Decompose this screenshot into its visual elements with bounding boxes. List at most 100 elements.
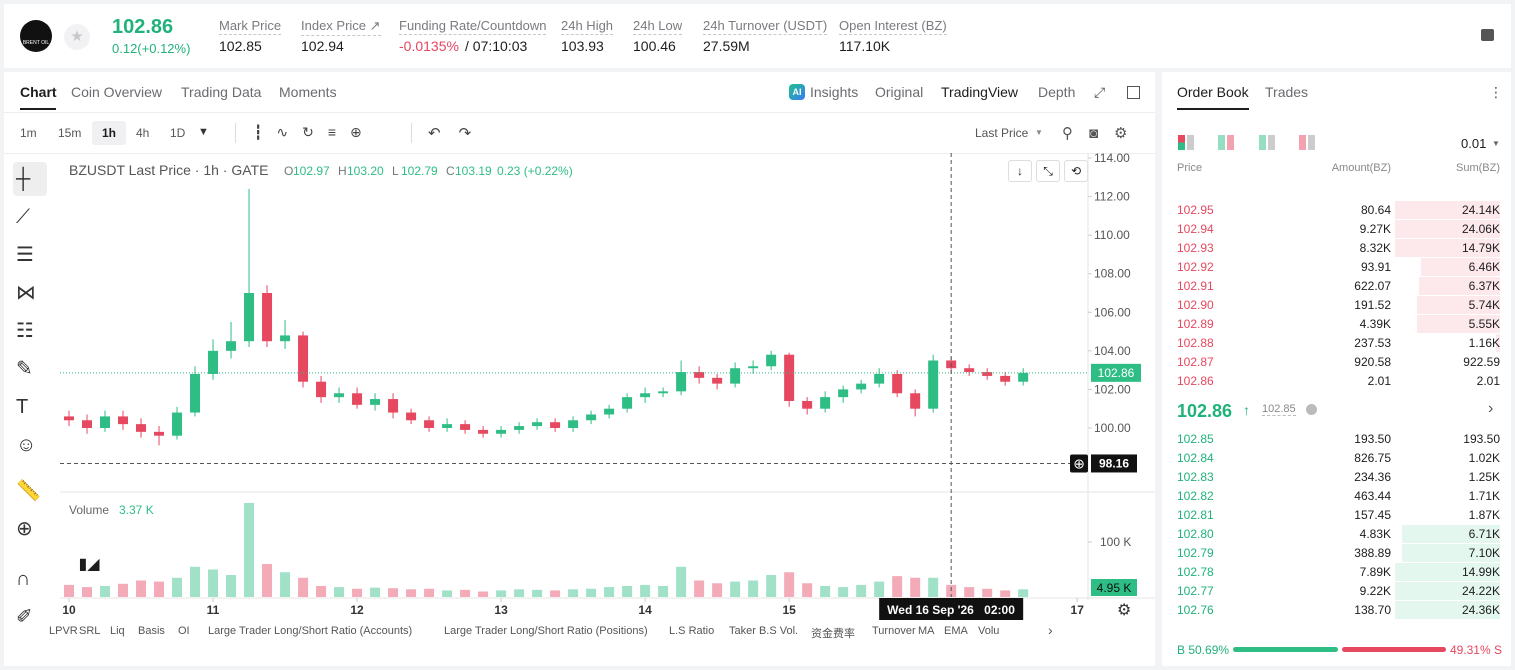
indicator[interactable]: OI: [178, 625, 190, 637]
book-row: 102.77 9.22K 24.22K: [1168, 582, 1508, 600]
stat-label: Mark Price: [219, 18, 282, 35]
volume-bar: [802, 583, 813, 597]
indicator[interactable]: Liq: [110, 625, 125, 637]
tool-emoji[interactable]: ☺: [16, 434, 37, 456]
indicator[interactable]: Basis: [138, 625, 165, 637]
tool-zoom[interactable]: ⊕: [16, 518, 33, 540]
more-icon[interactable]: ⋮: [1489, 84, 1503, 100]
indicator[interactable]: Large Trader Long/Short Ratio (Positions…: [444, 625, 648, 637]
chart-tools[interactable]: ⚲◙⚙: [1062, 125, 1144, 142]
price-type[interactable]: Last Price: [975, 126, 1029, 140]
tool-ruler[interactable]: 📏: [16, 480, 41, 502]
volume-bar: [190, 566, 201, 597]
volume-bar: [316, 586, 327, 597]
stat-extra: / 07:10:03: [465, 38, 528, 54]
divider: [411, 123, 412, 143]
book-price: 102.90: [1177, 298, 1214, 312]
drawing-tools[interactable]: ┼ ⟋ ☰ ⋈ ☷ ✎ T ☺ 📏 ⊕ ∩ ✐: [16, 164, 41, 640]
scroll-button[interactable]: ↓: [1008, 160, 1032, 182]
book-sum: 5.55K: [1468, 317, 1500, 331]
candle-body: [334, 393, 345, 398]
depth-bar: [1395, 582, 1500, 600]
indicator[interactable]: LPVR: [49, 625, 78, 637]
candle-body: [622, 397, 633, 409]
tool-selected[interactable]: [13, 162, 47, 196]
volume-bar: [406, 589, 417, 597]
tool-line[interactable]: ⟋: [16, 206, 30, 228]
candle-body: [82, 420, 93, 428]
tool-brush[interactable]: ✎: [16, 358, 33, 380]
tab[interactable]: Coin Overview: [71, 84, 163, 100]
stat-value: -0.0135%: [399, 38, 459, 54]
collapse-button[interactable]: ⤡: [1036, 160, 1060, 182]
candle-body: [532, 422, 543, 427]
interval[interactable]: 15m: [58, 126, 82, 140]
indicator[interactable]: Taker B.S Vol.: [729, 625, 799, 637]
mid-price: 102.86: [1177, 401, 1233, 421]
x-tick-label: 12: [350, 603, 364, 617]
book-price: 102.93: [1177, 241, 1214, 255]
candle-body: [370, 399, 381, 405]
undo-redo[interactable]: ↶↷: [428, 125, 490, 142]
tool-pattern[interactable]: ⋈: [16, 282, 36, 304]
toolbar-icons[interactable]: ┇∿↻≡⊕: [254, 124, 376, 140]
precision[interactable]: 0.01: [1461, 136, 1487, 151]
tv-logo: ▮◢: [76, 552, 102, 578]
depth-bar: [1417, 315, 1500, 333]
book-sum: 24.06K: [1461, 222, 1500, 236]
crosshair-date: Wed 16 Sep '26: [887, 603, 974, 617]
indicator[interactable]: MA: [918, 625, 935, 637]
favorite-star[interactable]: ★: [64, 24, 90, 50]
view-tab[interactable]: TradingView: [941, 84, 1019, 100]
interval[interactable]: 1m: [20, 126, 37, 140]
tool-text[interactable]: T: [16, 396, 29, 418]
indicator[interactable]: Large Trader Long/Short Ratio (Accounts): [208, 625, 413, 637]
depth-bar: [1419, 277, 1500, 295]
tool-cross[interactable]: ┼: [16, 168, 31, 190]
candle-body: [766, 354, 777, 367]
tool-fib[interactable]: ☷: [16, 320, 34, 342]
book-amount: 234.36: [1354, 470, 1391, 484]
interval[interactable]: 1D: [170, 126, 186, 140]
candle-body: [208, 350, 219, 374]
tab-underline: [1177, 108, 1249, 110]
tool-pen[interactable]: ✐: [16, 606, 33, 628]
indicator[interactable]: EMA: [944, 625, 968, 637]
volume-bar: [694, 580, 705, 597]
tool-magnet[interactable]: ∩: [16, 568, 31, 590]
window-icon[interactable]: [1127, 86, 1140, 99]
buy-ratio: B 50.69%: [1177, 643, 1230, 657]
chart-settings[interactable]: ⚙: [1117, 602, 1132, 619]
mid-arrow[interactable]: ›: [1488, 400, 1494, 417]
view-tab[interactable]: Insights: [810, 84, 859, 100]
candle-body: [244, 292, 255, 342]
indicator[interactable]: L.S Ratio: [669, 625, 715, 637]
volume-bar: [352, 588, 363, 597]
indicator-next[interactable]: ›: [1048, 622, 1053, 638]
notes-icon[interactable]: [1481, 29, 1494, 41]
indicator[interactable]: Volu: [978, 625, 1000, 637]
book-tab[interactable]: Order Book: [1177, 84, 1249, 100]
interval-dropdown[interactable]: ▼: [198, 126, 209, 138]
expand-icon[interactable]: ⤢: [1094, 84, 1106, 100]
indicator[interactable]: Turnover: [872, 625, 916, 637]
indicator[interactable]: 资金费率: [811, 628, 855, 640]
interval[interactable]: 1h: [102, 126, 117, 140]
tab[interactable]: Moments: [279, 84, 337, 100]
candle-body: [316, 381, 327, 398]
book-tab[interactable]: Trades: [1265, 84, 1309, 100]
book-view-icons[interactable]: [1178, 135, 1316, 155]
volume-last: 3.37 K: [119, 503, 154, 517]
candle-body: [190, 373, 201, 413]
tab[interactable]: Trading Data: [181, 84, 262, 100]
indicator[interactable]: SRL: [79, 625, 101, 637]
tab[interactable]: Chart: [20, 84, 57, 100]
volume-bar: [460, 589, 471, 597]
interval[interactable]: 4h: [136, 126, 150, 140]
view-tab[interactable]: Original: [875, 84, 924, 100]
tool-channel[interactable]: ☰: [16, 244, 34, 266]
interval-selected: [92, 121, 126, 145]
view-tab[interactable]: Depth: [1038, 84, 1076, 100]
stat-value: 102.94: [301, 38, 344, 54]
book-sum: 1.25K: [1468, 470, 1500, 484]
